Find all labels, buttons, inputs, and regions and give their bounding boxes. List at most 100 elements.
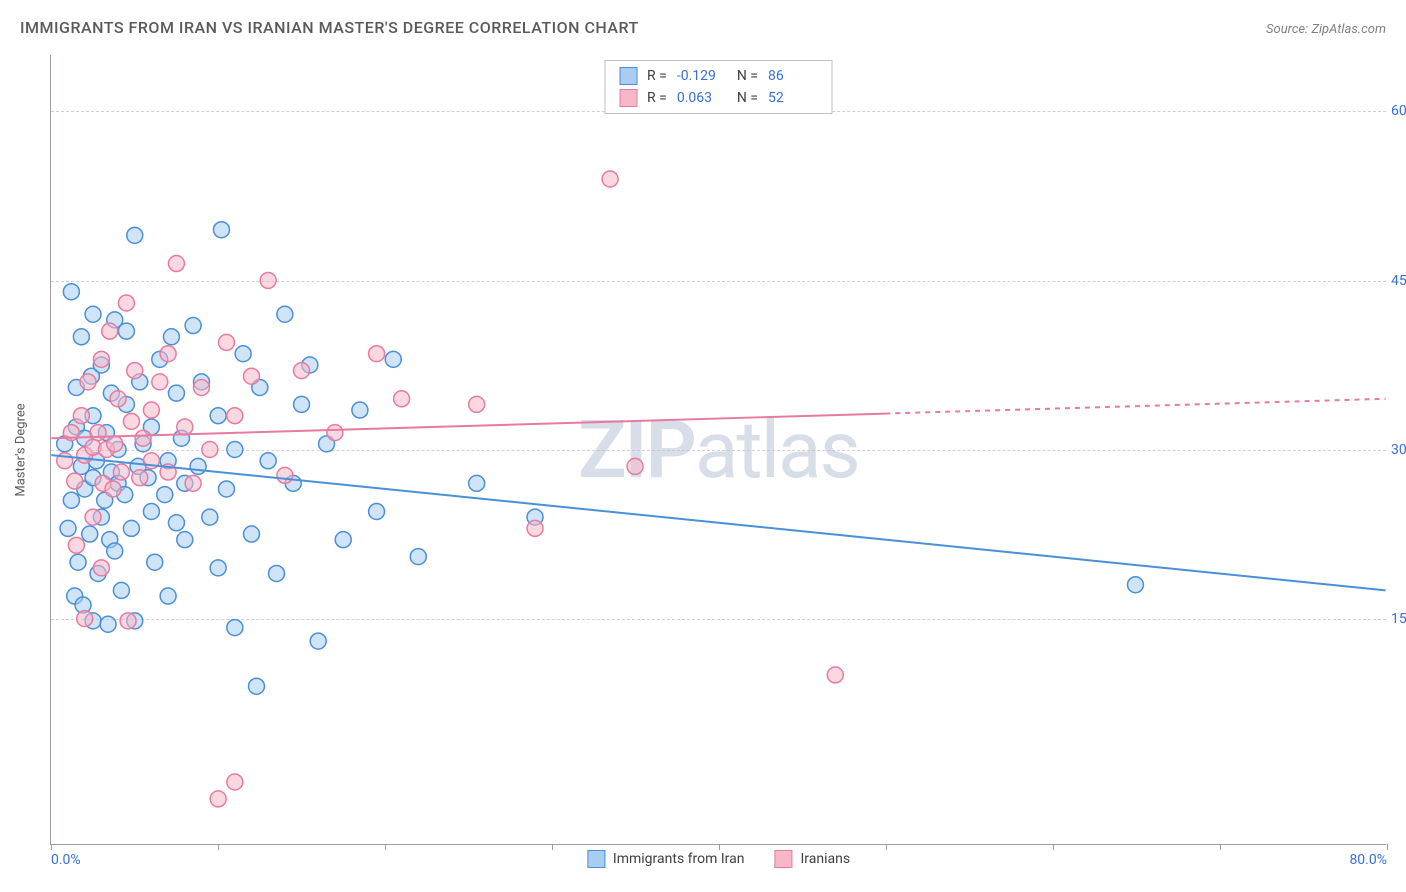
scatter-point-immigrants: [160, 588, 176, 604]
scatter-point-immigrants: [227, 620, 243, 636]
scatter-point-immigrants: [143, 504, 159, 520]
r-value: -0.129: [677, 68, 727, 84]
scatter-point-immigrants: [185, 318, 201, 334]
scatter-point-iranians: [527, 520, 543, 536]
scatter-point-iranians: [90, 425, 106, 441]
x-tick-label: 0.0%: [51, 852, 81, 868]
scatter-point-iranians: [120, 613, 136, 629]
series-legend-item: Iranians: [774, 850, 850, 868]
legend-swatch: [587, 850, 605, 868]
n-value: 86: [768, 68, 818, 84]
legend-swatch: [619, 89, 637, 107]
scatter-point-immigrants: [190, 458, 206, 474]
scatter-point-iranians: [80, 374, 96, 390]
scatter-point-iranians: [177, 419, 193, 435]
scatter-point-iranians: [132, 470, 148, 486]
scatter-point-iranians: [135, 430, 151, 446]
scatter-point-immigrants: [202, 509, 218, 525]
scatter-point-iranians: [102, 323, 118, 339]
scatter-point-immigrants: [235, 346, 251, 362]
scatter-point-iranians: [277, 467, 293, 483]
n-label: N =: [737, 90, 758, 106]
scatter-point-iranians: [67, 473, 83, 489]
scatter-point-immigrants: [369, 504, 385, 520]
y-tick-label: 15.0%: [1391, 611, 1406, 627]
scatter-point-iranians: [123, 413, 139, 429]
x-tick-label: 80.0%: [1349, 852, 1387, 868]
x-tick: [1387, 844, 1388, 850]
scatter-point-immigrants: [73, 329, 89, 345]
source-label: Source:: [1266, 22, 1308, 37]
x-tick: [1053, 844, 1054, 850]
scatter-point-iranians: [202, 442, 218, 458]
scatter-point-immigrants: [85, 306, 101, 322]
scatter-point-immigrants: [63, 492, 79, 508]
scatter-point-iranians: [327, 425, 343, 441]
scatter-point-iranians: [85, 509, 101, 525]
scatter-point-iranians: [244, 368, 260, 384]
y-tick-label: 30.0%: [1391, 442, 1406, 458]
scatter-point-iranians: [168, 256, 184, 272]
scatter-point-iranians: [110, 391, 126, 407]
series-legend: Immigrants from Iran Iranians: [587, 850, 850, 868]
scatter-point-iranians: [143, 402, 159, 418]
scatter-point-immigrants: [177, 532, 193, 548]
scatter-point-immigrants: [60, 520, 76, 536]
scatter-point-immigrants: [123, 520, 139, 536]
scatter-svg: [51, 55, 1386, 844]
y-tick-label: 60.0%: [1391, 103, 1406, 119]
scatter-point-iranians: [152, 374, 168, 390]
x-tick: [385, 844, 386, 850]
scatter-point-immigrants: [294, 396, 310, 412]
scatter-point-iranians: [185, 475, 201, 491]
scatter-point-iranians: [227, 774, 243, 790]
scatter-point-immigrants: [147, 554, 163, 570]
correlation-legend: R =-0.129N =86R =0.063N =52: [604, 60, 833, 114]
scatter-point-immigrants: [82, 526, 98, 542]
scatter-point-iranians: [113, 464, 129, 480]
scatter-point-iranians: [93, 351, 109, 367]
scatter-point-iranians: [107, 436, 123, 452]
scatter-point-iranians: [93, 560, 109, 576]
series-legend-item: Immigrants from Iran: [587, 850, 745, 868]
scatter-point-immigrants: [113, 582, 129, 598]
source-name: ZipAtlas.com: [1311, 22, 1386, 37]
scatter-point-iranians: [294, 363, 310, 379]
scatter-point-iranians: [127, 363, 143, 379]
scatter-point-immigrants: [107, 543, 123, 559]
scatter-point-iranians: [118, 295, 134, 311]
scatter-point-iranians: [394, 391, 410, 407]
trend-line-dashed-iranians: [885, 399, 1385, 414]
scatter-point-immigrants: [277, 306, 293, 322]
x-tick: [1220, 844, 1221, 850]
scatter-point-immigrants: [249, 678, 265, 694]
legend-swatch: [619, 67, 637, 85]
r-label: R =: [647, 90, 667, 106]
scatter-point-immigrants: [352, 402, 368, 418]
scatter-point-iranians: [68, 537, 84, 553]
scatter-point-immigrants: [244, 526, 260, 542]
correlation-legend-row: R =0.063N =52: [605, 87, 832, 109]
scatter-point-immigrants: [385, 351, 401, 367]
scatter-point-immigrants: [168, 385, 184, 401]
scatter-point-immigrants: [260, 453, 276, 469]
scatter-point-iranians: [369, 346, 385, 362]
x-tick: [218, 844, 219, 850]
scatter-point-iranians: [105, 481, 121, 497]
scatter-point-immigrants: [70, 554, 86, 570]
scatter-point-iranians: [227, 408, 243, 424]
scatter-point-immigrants: [269, 565, 285, 581]
x-tick: [719, 844, 720, 850]
correlation-legend-row: R =-0.129N =86: [605, 65, 832, 87]
scatter-point-iranians: [827, 667, 843, 683]
scatter-point-immigrants: [118, 323, 134, 339]
scatter-point-iranians: [193, 380, 209, 396]
scatter-point-iranians: [77, 611, 93, 627]
scatter-point-immigrants: [163, 329, 179, 345]
scatter-point-immigrants: [127, 227, 143, 243]
y-axis-label: Master's Degree: [14, 403, 29, 496]
x-tick: [886, 844, 887, 850]
scatter-point-immigrants: [168, 515, 184, 531]
scatter-point-iranians: [627, 458, 643, 474]
scatter-point-immigrants: [410, 549, 426, 565]
